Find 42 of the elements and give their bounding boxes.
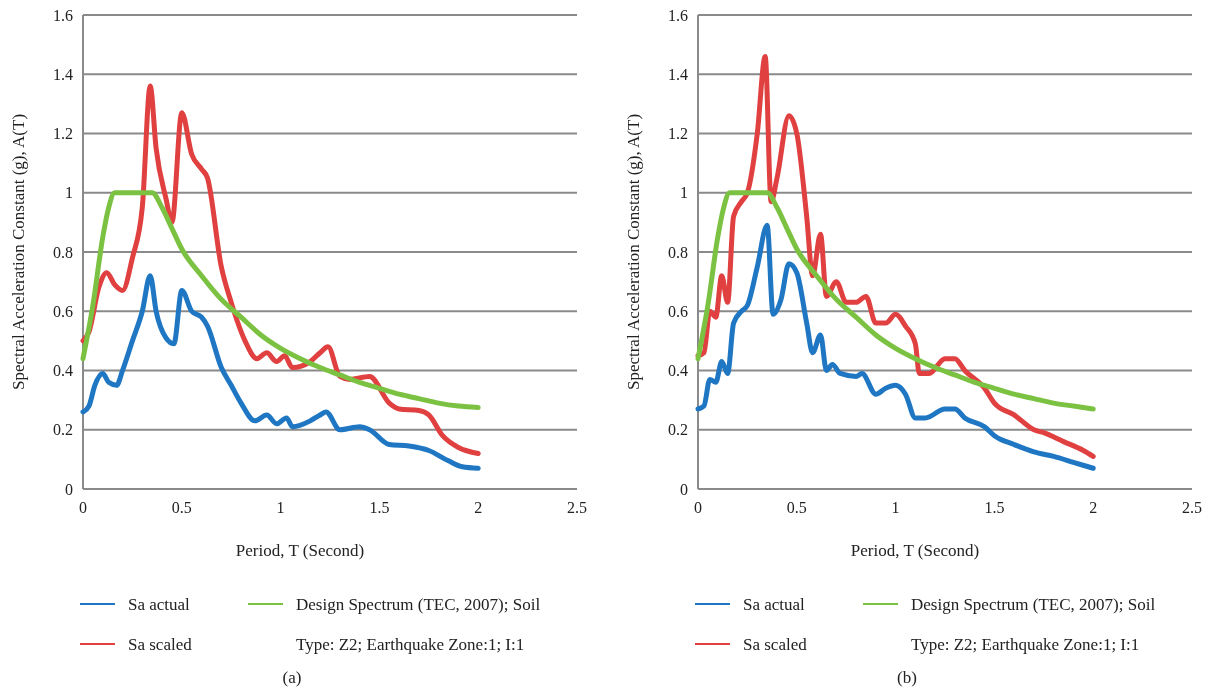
y-tick-label: 0.8 xyxy=(668,243,688,261)
y-tick-label: 1.4 xyxy=(53,65,73,83)
legend-label: Sa scaled xyxy=(743,634,808,654)
y-tick-label: 1.4 xyxy=(668,65,688,83)
x-tick-label: 2.5 xyxy=(1182,499,1202,516)
y-tick-label: 0.2 xyxy=(668,421,688,439)
y-tick-label: 1.2 xyxy=(668,125,688,143)
y-tick-label: 0.8 xyxy=(53,243,73,261)
x-tick-label: 1.5 xyxy=(369,499,390,516)
y-tick-label: 1 xyxy=(65,184,73,202)
x-tick-label: 1.5 xyxy=(984,499,1005,516)
x-tick-label: 0.5 xyxy=(786,499,807,516)
y-tick-label: 0.4 xyxy=(53,362,73,380)
text: (a) xyxy=(282,668,302,687)
legend-label: Sa actual xyxy=(743,594,806,614)
text: (b) xyxy=(897,668,917,687)
y-tick-label: 0.6 xyxy=(668,302,688,320)
x-tick-label: 2 xyxy=(1089,499,1098,516)
x-tick-label: 0 xyxy=(694,499,702,516)
y-tick-label: 1.2 xyxy=(53,125,73,143)
text: Design Spectrum (TEC, 2007); Soil Type: Z2; Earthquake Zone:1; I:1 xyxy=(296,594,541,654)
x-tick-label: 2 xyxy=(474,499,483,516)
y-tick-label: 0 xyxy=(680,480,688,498)
y-tick-label: 1.6 xyxy=(668,6,688,24)
text: Design Spectrum (TEC, 2007); Soil Type: Z2; Earthquake Zone:1; I:1 xyxy=(911,594,1156,654)
y-tick-label: 0.6 xyxy=(53,302,73,320)
x-axis-title: Period, T (Second) xyxy=(850,541,980,560)
x-tick-label: 0.5 xyxy=(171,499,192,516)
y-tick-label: 0.4 xyxy=(668,362,688,380)
y-tick-label: 1 xyxy=(680,184,688,202)
x-tick-label: 1 xyxy=(891,499,900,516)
legend-label: Sa scaled xyxy=(128,634,193,654)
x-tick-label: 0 xyxy=(79,499,87,516)
y-axis-title: Spectral Acceleration Constant (g), A(T) xyxy=(9,113,28,391)
y-tick-label: 1.6 xyxy=(53,6,73,24)
x-tick-label: 2.5 xyxy=(567,499,587,516)
y-tick-label: 0.2 xyxy=(53,421,73,439)
legend-label: Sa actual xyxy=(128,594,191,614)
x-tick-label: 1 xyxy=(276,499,285,516)
y-axis-title: Spectral Acceleration Constant (g), A(T) xyxy=(624,113,643,391)
y-tick-label: 0 xyxy=(65,480,73,498)
x-axis-title: Period, T (Second) xyxy=(235,541,365,560)
